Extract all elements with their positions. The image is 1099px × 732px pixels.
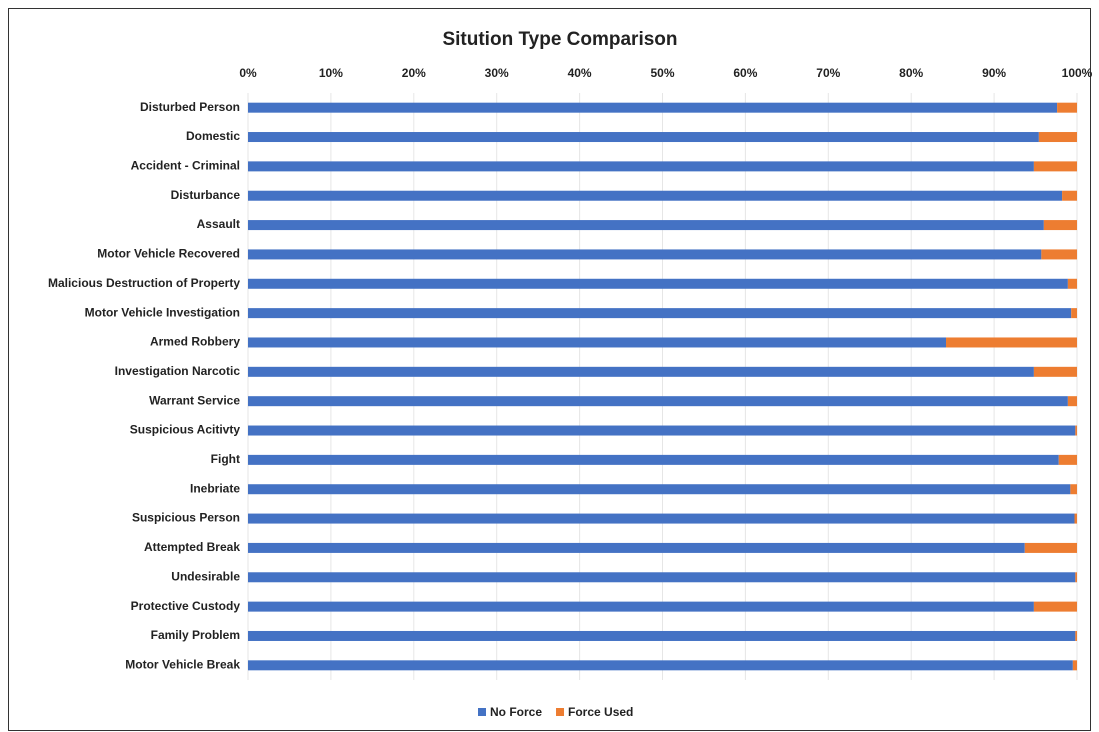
x-tick-label: 80% (899, 66, 923, 80)
y-tick-label: Fight (211, 452, 240, 466)
y-tick-label: Assault (197, 217, 240, 231)
x-tick-label: 10% (319, 66, 343, 80)
y-tick-label: Investigation Narcotic (115, 364, 241, 378)
bar-segment (248, 513, 1075, 524)
y-tick-label: Disturbed Person (140, 100, 240, 114)
y-tick-label: Motor Vehicle Recovered (97, 247, 240, 261)
bar-segment (248, 220, 1044, 231)
bar-segment (1067, 278, 1077, 289)
bar-segment (1033, 161, 1077, 172)
bar-segment (1033, 366, 1077, 377)
bar-segment (248, 484, 1071, 495)
bar-segment (1072, 660, 1077, 671)
y-tick-label: Motor Vehicle Break (125, 657, 240, 671)
bar-segment (1074, 513, 1077, 524)
bar-segment (248, 396, 1068, 407)
legend-swatch (556, 708, 565, 716)
y-tick-label: Motor Vehicle Investigation (85, 305, 240, 319)
bar-segment (946, 337, 1077, 348)
bar-segment (248, 308, 1072, 319)
chart-title: Sitution Type Comparison (442, 29, 677, 50)
y-tick-label: Armed Robbery (150, 335, 240, 349)
y-tick-label: Undesirable (171, 569, 240, 583)
bar-segment (1071, 308, 1077, 319)
bar-segment (1075, 572, 1077, 583)
bar-segment (1070, 484, 1077, 495)
bar-segment (1057, 102, 1077, 113)
legend-label: Force Used (568, 705, 633, 719)
bar-segment (248, 366, 1034, 377)
x-tick-label: 30% (485, 66, 509, 80)
bar-segment (248, 542, 1025, 553)
y-tick-label: Family Problem (151, 628, 240, 642)
y-tick-label: Protective Custody (131, 599, 241, 613)
x-tick-label: 100% (1062, 66, 1093, 80)
bar-segment (248, 425, 1076, 436)
y-tick-label: Suspicious Person (132, 511, 240, 525)
bar-segment (1075, 630, 1077, 641)
x-tick-label: 40% (568, 66, 592, 80)
bar-segment (1041, 249, 1077, 260)
bar-segment (248, 630, 1076, 641)
bar-segment (1067, 396, 1077, 407)
y-tick-label: Domestic (186, 129, 240, 143)
x-tick-label: 50% (650, 66, 674, 80)
bar-segment (1058, 454, 1077, 465)
legend-label: No Force (490, 705, 542, 719)
y-tick-label: Disturbance (171, 188, 241, 202)
y-tick-label: Accident - Criminal (131, 159, 240, 173)
x-tick-label: 90% (982, 66, 1006, 80)
bar-segment (1038, 132, 1077, 143)
bar-segment (248, 249, 1042, 260)
bar-segment (248, 337, 947, 348)
y-tick-label: Attempted Break (144, 540, 240, 554)
bar-segment (1024, 542, 1077, 553)
y-tick-label: Suspicious Acitivty (130, 423, 241, 437)
y-tick-label: Inebriate (190, 481, 240, 495)
bar-segment (248, 132, 1039, 143)
y-tick-label: Warrant Service (149, 393, 240, 407)
bar-segment (1033, 601, 1077, 612)
bar-segment (248, 161, 1034, 172)
bar-segment (1062, 190, 1077, 201)
bar-segment (248, 454, 1059, 465)
bar-segment (248, 601, 1034, 612)
bar-segment (248, 278, 1068, 289)
x-tick-label: 70% (816, 66, 840, 80)
legend-swatch (478, 708, 486, 716)
bar-segment (248, 102, 1058, 113)
bar-segment (248, 572, 1076, 583)
y-tick-label: Malicious Destruction of Property (48, 276, 240, 290)
bar-segment (1075, 425, 1077, 436)
x-tick-label: 60% (733, 66, 757, 80)
bar-segment (248, 660, 1073, 671)
bar-segment (248, 190, 1063, 201)
bar-segment (1043, 220, 1077, 231)
x-tick-label: 0% (239, 66, 257, 80)
x-tick-label: 20% (402, 66, 426, 80)
